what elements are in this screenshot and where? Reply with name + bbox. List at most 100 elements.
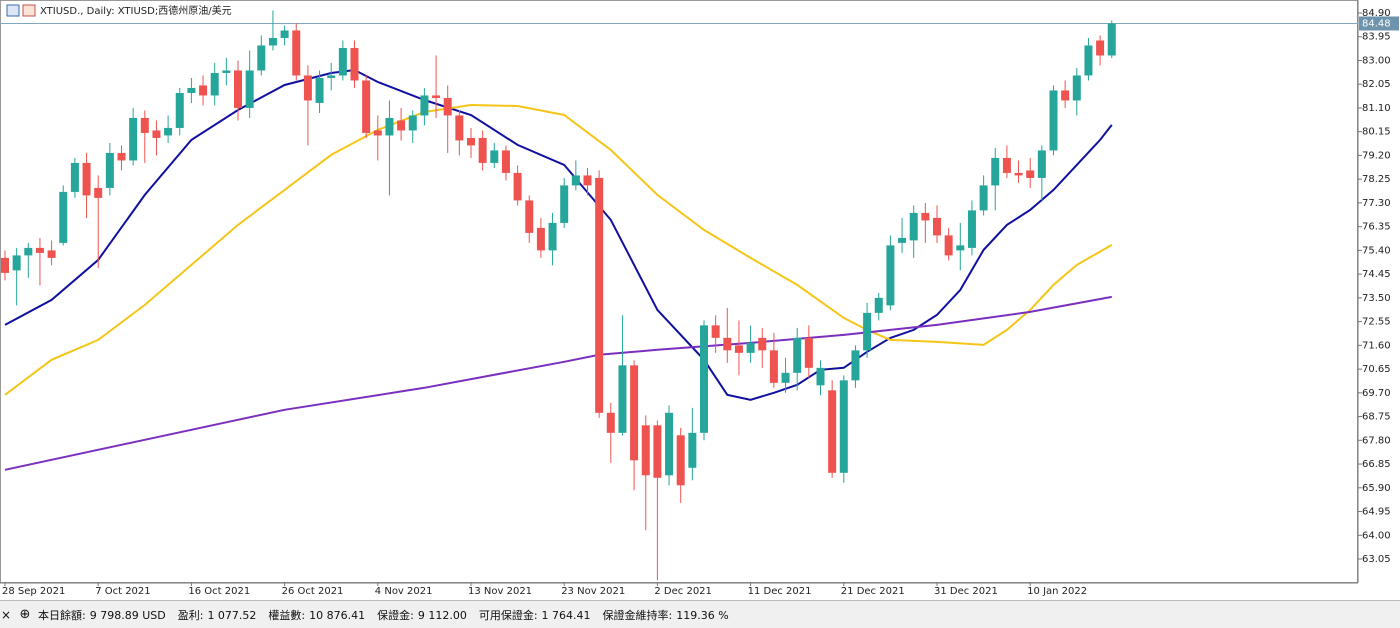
candle-body (653, 425, 662, 478)
candle-body (956, 245, 965, 251)
candle-body (117, 152, 126, 161)
y-tick-label: 82.05 (1362, 79, 1391, 90)
x-tick-label: 10 Jan 2022 (1027, 586, 1087, 597)
y-tick-label: 79.20 (1362, 150, 1391, 161)
candle-body (140, 117, 149, 133)
candle-body (1072, 75, 1081, 101)
x-tick-label: 23 Nov 2021 (561, 586, 625, 597)
candle-body (47, 250, 56, 258)
candle-body (210, 72, 219, 96)
candle-body (467, 137, 475, 146)
candle-body (385, 117, 394, 136)
candle-body (1084, 45, 1093, 76)
account-field-value: 1 764.41 (541, 608, 591, 622)
candle-body (828, 390, 837, 473)
candle-body (490, 150, 499, 163)
x-tick-label: 26 Oct 2021 (282, 586, 344, 597)
y-tick-label: 73.50 (1362, 293, 1391, 304)
candle-body (1037, 150, 1046, 178)
account-field-label: 盈利: (177, 608, 204, 622)
last-price-box (1359, 16, 1399, 31)
candle-body (583, 175, 592, 186)
account-field-label: 保證金維持率: (602, 608, 673, 622)
candle-body (455, 115, 464, 141)
expand-button[interactable]: ⊕ (19, 607, 31, 622)
candle-body (630, 365, 639, 461)
y-tick-label: 83.00 (1362, 55, 1391, 66)
y-tick-label: 75.40 (1362, 245, 1391, 256)
candle-body (781, 372, 790, 383)
candle-body (82, 162, 91, 196)
candle-body (129, 117, 138, 161)
candle-body (909, 212, 918, 241)
candle-body (280, 30, 289, 38)
candle-body (676, 435, 685, 486)
account-field-value: 9 798.89 USD (89, 608, 166, 622)
x-tick-label: 7 Oct 2021 (95, 586, 150, 597)
candle-body (548, 222, 557, 251)
candle-body (734, 345, 743, 353)
account-field-label: 權益數: (268, 608, 306, 622)
y-tick-label: 67.80 (1362, 435, 1391, 446)
y-tick-label: 70.65 (1362, 364, 1391, 375)
candle-body (944, 235, 953, 256)
y-tick-label: 80.15 (1362, 127, 1391, 138)
y-tick-label: 84.90 (1362, 8, 1391, 19)
candle-body (513, 172, 522, 201)
candle-body (292, 30, 301, 76)
y-tick-label: 77.30 (1362, 198, 1391, 209)
candle-body (921, 212, 930, 221)
account-field: 可用保證金: 1 764.41 (479, 607, 595, 623)
candle-body (618, 365, 627, 433)
candle-body (327, 75, 336, 78)
x-tick-label: 2 Dec 2021 (654, 586, 712, 597)
account-field-value: 119.36 % (676, 608, 729, 622)
candle-body (641, 425, 650, 476)
candle-body (303, 75, 312, 101)
status-bar: × ⊕ 本日餘額: 9 798.89 USD 盈利: 1 077.52 權益數: 10 8… (0, 600, 1400, 628)
candle-body (863, 312, 872, 351)
candle-body (408, 115, 417, 131)
candle-body (804, 337, 813, 368)
candle-body (816, 367, 825, 386)
candle-body (711, 325, 720, 338)
candle-body (24, 247, 33, 256)
chart-icon[interactable] (22, 4, 36, 17)
candle-body (769, 350, 778, 383)
account-field-label: 本日餘額: (38, 608, 86, 622)
candle-body (199, 85, 208, 96)
candle-body (420, 95, 429, 116)
chart-icon[interactable] (6, 4, 20, 17)
account-field-label: 保證金: (377, 608, 414, 622)
account-field-label: 可用保證金: (478, 608, 538, 622)
candle-body (350, 47, 359, 81)
candle-body (35, 247, 44, 253)
candle-body (105, 152, 114, 188)
candle-body (933, 217, 941, 236)
candle-body (70, 162, 79, 192)
candle-body (665, 412, 674, 476)
moving-average-line (4, 295, 1112, 471)
candle-body (397, 120, 406, 131)
x-tick-label: 13 Nov 2021 (468, 586, 532, 597)
candle-body (979, 185, 988, 211)
candle-body (501, 150, 510, 173)
x-tick-label: 16 Oct 2021 (188, 586, 250, 597)
candle-body (187, 87, 196, 93)
y-tick-label: 63.05 (1362, 554, 1391, 565)
y-tick-label: 66.85 (1362, 459, 1391, 470)
candle-body (152, 130, 161, 138)
candle-body (536, 227, 545, 251)
candle-body (839, 380, 848, 473)
candle-body (746, 342, 755, 353)
y-tick-label: 65.90 (1362, 483, 1391, 494)
candle-body (1107, 23, 1116, 56)
candle-body (571, 175, 580, 186)
candle-body (164, 127, 173, 136)
candle-body (432, 95, 441, 98)
y-tick-label: 64.00 (1362, 530, 1391, 541)
candle-body (700, 325, 708, 433)
candle-body (758, 337, 767, 351)
close-button[interactable]: × (0, 607, 12, 622)
